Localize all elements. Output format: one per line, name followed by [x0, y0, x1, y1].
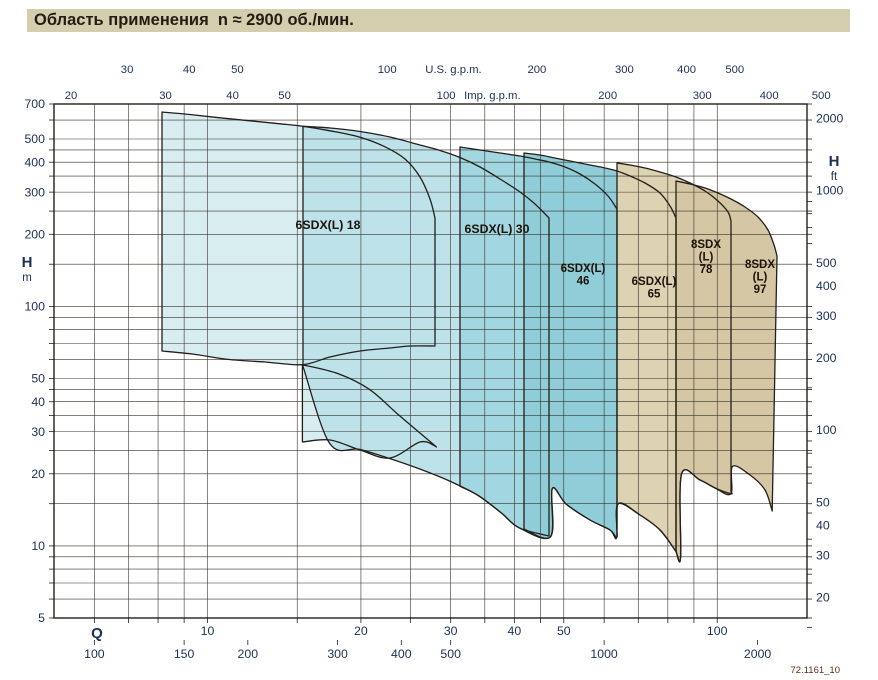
- svg-text:300: 300: [816, 309, 837, 323]
- svg-text:30: 30: [31, 425, 45, 439]
- svg-text:Imp. g.p.m.: Imp. g.p.m.: [464, 90, 521, 102]
- svg-text:300: 300: [615, 64, 634, 76]
- svg-text:40: 40: [508, 624, 522, 638]
- svg-text:5: 5: [38, 611, 45, 625]
- svg-text:30: 30: [444, 624, 458, 638]
- svg-text:200: 200: [527, 64, 546, 76]
- svg-text:400: 400: [760, 90, 779, 102]
- svg-text:40: 40: [816, 519, 830, 533]
- svg-text:40: 40: [183, 64, 196, 76]
- svg-text:50: 50: [557, 624, 571, 638]
- svg-text:2000: 2000: [744, 647, 772, 661]
- svg-text:6SDX(L) 18: 6SDX(L) 18: [296, 218, 361, 232]
- svg-text:U.S. g.p.m.: U.S. g.p.m.: [425, 64, 482, 76]
- svg-text:300: 300: [693, 90, 712, 102]
- svg-text:400: 400: [816, 279, 837, 293]
- svg-text:10: 10: [201, 624, 215, 638]
- svg-text:700: 700: [24, 97, 45, 111]
- svg-text:400: 400: [391, 647, 412, 661]
- svg-text:50: 50: [31, 372, 45, 386]
- svg-text:200: 200: [816, 351, 837, 365]
- svg-text:500: 500: [440, 647, 461, 661]
- svg-text:300: 300: [24, 185, 45, 199]
- svg-text:100: 100: [437, 90, 456, 102]
- svg-text:400: 400: [677, 64, 696, 76]
- svg-text:2000: 2000: [816, 112, 844, 126]
- svg-text:100: 100: [378, 64, 397, 76]
- svg-text:150: 150: [174, 647, 195, 661]
- svg-text:50: 50: [278, 90, 291, 102]
- svg-text:500: 500: [812, 90, 831, 102]
- svg-text:30: 30: [121, 64, 134, 76]
- svg-text:100: 100: [24, 300, 45, 314]
- svg-text:1000: 1000: [816, 184, 844, 198]
- svg-text:6SDX(L) 30: 6SDX(L) 30: [465, 222, 530, 236]
- svg-text:H: H: [22, 254, 33, 271]
- svg-text:400: 400: [24, 155, 45, 169]
- svg-text:300: 300: [327, 647, 348, 661]
- svg-text:40: 40: [31, 395, 45, 409]
- svg-text:200: 200: [238, 647, 259, 661]
- svg-text:100: 100: [707, 624, 728, 638]
- svg-text:Q: Q: [91, 625, 103, 642]
- svg-text:500: 500: [24, 132, 45, 146]
- svg-text:20: 20: [354, 624, 368, 638]
- svg-text:30: 30: [816, 548, 830, 562]
- svg-text:100: 100: [816, 423, 837, 437]
- svg-text:m: m: [22, 272, 32, 284]
- svg-text:100: 100: [84, 647, 105, 661]
- svg-text:500: 500: [725, 64, 744, 76]
- svg-text:200: 200: [598, 90, 617, 102]
- svg-text:10: 10: [31, 539, 45, 553]
- svg-text:ft: ft: [831, 171, 838, 183]
- svg-text:50: 50: [231, 64, 244, 76]
- svg-text:40: 40: [226, 90, 239, 102]
- svg-text:20: 20: [816, 591, 830, 605]
- svg-text:200: 200: [24, 228, 45, 242]
- svg-text:20: 20: [31, 467, 45, 481]
- svg-text:500: 500: [816, 256, 837, 270]
- svg-text:72.1161_10: 72.1161_10: [791, 665, 841, 676]
- svg-text:H: H: [829, 153, 840, 170]
- svg-text:1000: 1000: [590, 647, 618, 661]
- svg-text:20: 20: [65, 90, 78, 102]
- svg-text:30: 30: [159, 90, 172, 102]
- svg-text:50: 50: [816, 495, 830, 509]
